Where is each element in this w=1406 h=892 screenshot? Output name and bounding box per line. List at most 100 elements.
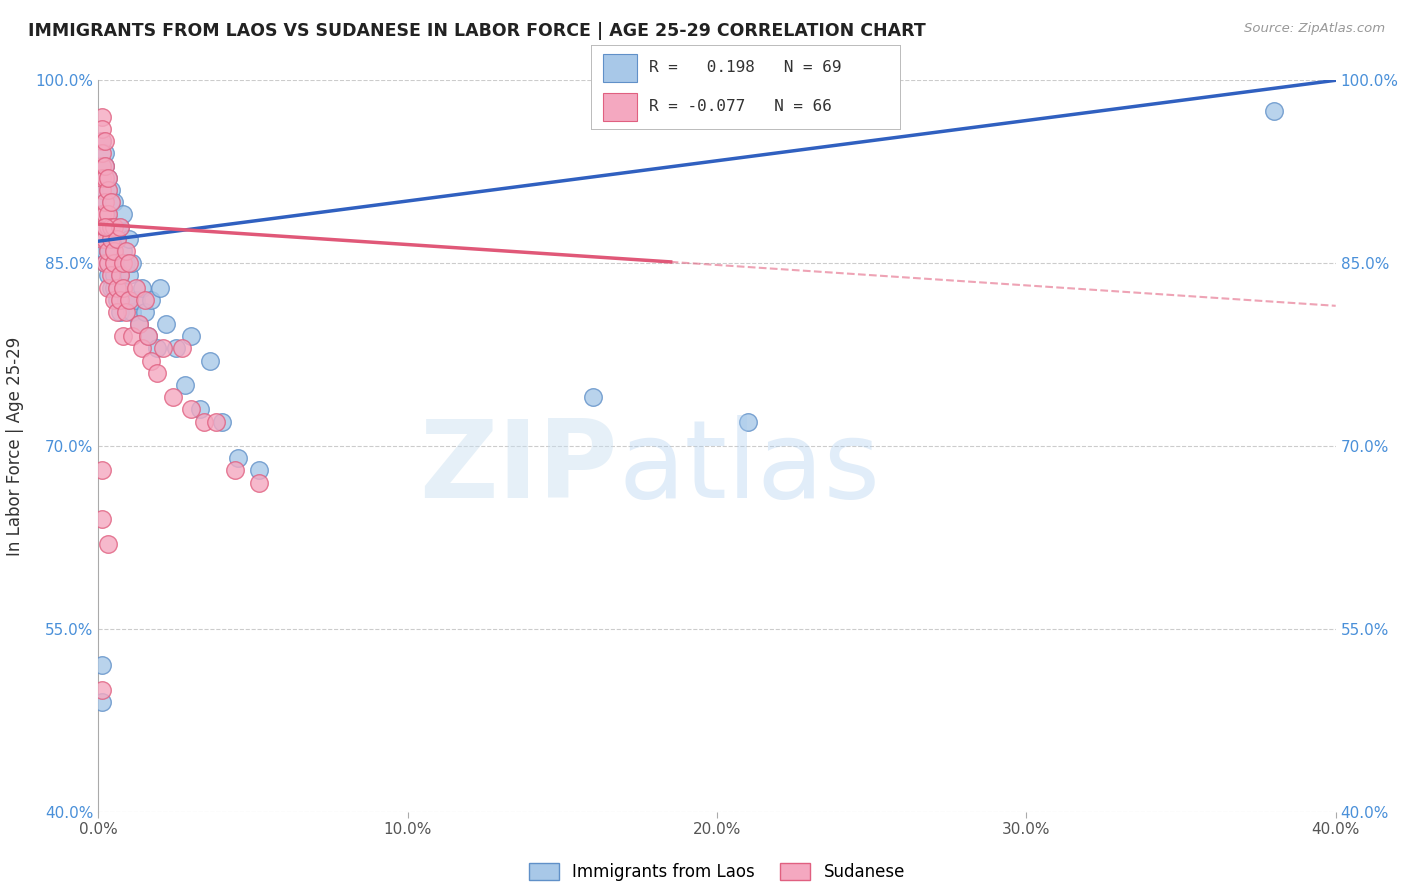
Point [108,268,131,283]
Point [103,219,125,234]
Point [180,329,202,343]
Point [180,402,202,417]
Point [190,402,212,417]
Point [149,280,172,294]
Point [90,658,112,673]
Point [93,244,115,258]
Point [198,353,221,368]
Point [100,219,122,234]
Point [105,293,128,307]
Point [226,451,249,466]
Point [247,475,270,490]
Point [93,232,115,246]
Point [97,170,120,185]
Text: ZIP: ZIP [419,415,619,521]
Bar [603,54,637,82]
Point [93,219,115,234]
Point [1263,103,1285,118]
Point [90,170,112,185]
Point [103,195,125,210]
Point [108,268,131,283]
Point [174,378,197,392]
Text: IMMIGRANTS FROM LAOS VS SUDANESE IN LABOR FORCE | AGE 25-29 CORRELATION CHART: IMMIGRANTS FROM LAOS VS SUDANESE IN LABO… [28,22,927,40]
Point [100,183,122,197]
Point [105,280,128,294]
Point [112,207,135,221]
Point [103,256,125,270]
Point [146,366,169,380]
Point [90,146,112,161]
Point [118,256,141,270]
Point [93,207,115,221]
Point [100,195,122,210]
Point [90,207,112,221]
Point [93,256,115,270]
Point [97,244,120,258]
Point [103,280,125,294]
Point [100,195,122,210]
Point [112,280,135,294]
Point [112,244,135,258]
Point [205,415,228,429]
Point [100,232,122,246]
Point [93,256,115,270]
Point [224,463,246,477]
Point [90,122,112,136]
Point [115,293,138,307]
Point [134,305,156,319]
Point [105,232,128,246]
Point [97,232,120,246]
Point [97,183,120,197]
Point [136,329,159,343]
Point [118,268,141,283]
Point [97,244,120,258]
Point [90,232,112,246]
Point [93,159,115,173]
Point [131,280,153,294]
Point [105,219,128,234]
Point [90,463,112,477]
Point [93,170,115,185]
Legend: Immigrants from Laos, Sudanese: Immigrants from Laos, Sudanese [523,856,911,888]
Point [97,256,120,270]
Point [737,415,759,429]
Point [124,280,146,294]
Point [90,134,112,148]
Point [93,195,115,210]
Point [582,390,605,404]
Point [100,280,122,294]
Point [93,134,115,148]
Point [112,256,135,270]
Point [115,305,138,319]
Point [97,536,120,550]
Point [139,293,162,307]
Point [90,110,112,124]
Point [162,390,184,404]
Point [211,415,233,429]
Point [121,329,143,343]
Point [128,317,150,331]
Point [93,183,115,197]
Point [93,232,115,246]
Text: R = -0.077   N = 66: R = -0.077 N = 66 [650,98,832,113]
Point [97,207,120,221]
Point [128,317,150,331]
Point [146,342,169,356]
Bar [603,93,637,120]
Point [90,183,112,197]
Point [97,244,120,258]
Point [131,342,153,356]
Point [152,342,174,356]
Point [93,159,115,173]
Text: Source: ZipAtlas.com: Source: ZipAtlas.com [1244,22,1385,36]
Y-axis label: In Labor Force | Age 25-29: In Labor Force | Age 25-29 [7,336,24,556]
Point [93,219,115,234]
Point [193,415,215,429]
Text: R =   0.198   N = 69: R = 0.198 N = 69 [650,61,842,76]
Point [90,134,112,148]
Point [155,317,177,331]
Point [121,256,143,270]
Point [165,342,187,356]
Point [97,219,120,234]
Point [97,219,120,234]
